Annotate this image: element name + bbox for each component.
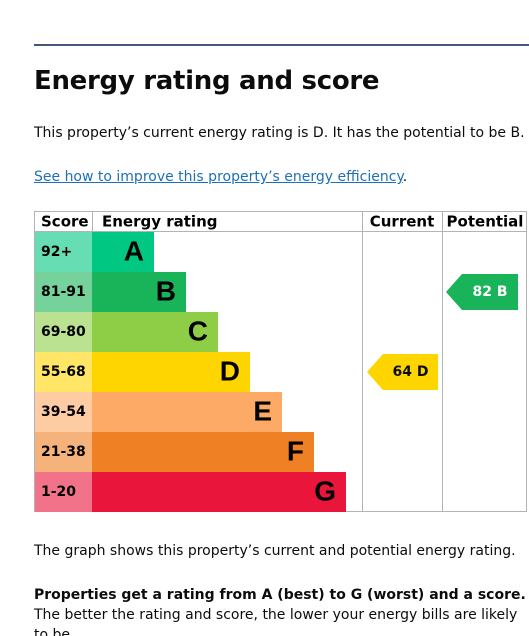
rating-bar <box>92 392 282 432</box>
intro: This property’s current energy rating is… <box>34 125 525 141</box>
potential-score: 82 <box>472 284 491 300</box>
rating-letter: C <box>188 315 208 346</box>
rating-letter: F <box>287 435 304 466</box>
score-cell <box>35 272 92 312</box>
current-arrow <box>367 354 438 390</box>
header: Energy rating <box>102 213 217 231</box>
note: Properties get a rating from A (best) to… <box>34 585 526 636</box>
current-label: 64 D <box>393 364 429 380</box>
score-cell <box>35 232 92 272</box>
score-label: 1-20 <box>41 484 76 500</box>
rating-bar <box>92 352 250 392</box>
title: Energy rating and score <box>34 66 380 96</box>
rating-letter: B <box>156 275 176 306</box>
score-cell <box>35 432 92 472</box>
improve-link[interactable]: See how to improve this property’s energ… <box>34 169 403 185</box>
score-cell <box>35 392 92 432</box>
score-cell <box>35 312 92 352</box>
current-score: 64 <box>393 364 413 380</box>
header: Score <box>41 213 89 231</box>
potential-label: 82 B <box>472 284 507 300</box>
rating-letter: E <box>253 395 272 426</box>
divider <box>34 44 529 46</box>
rating-bar <box>92 312 218 352</box>
potential-letter: B <box>497 284 508 300</box>
note-bold: Properties get a rating from A (best) to… <box>34 587 526 603</box>
rating-bar <box>92 232 154 272</box>
rating-letter: G <box>314 475 336 506</box>
header: Potential <box>447 213 524 231</box>
potential-arrow <box>446 274 518 310</box>
score-cell <box>35 352 92 392</box>
score-label: 81-91 <box>41 284 86 300</box>
current-letter: D <box>417 364 429 380</box>
rating-letter: A <box>124 235 144 266</box>
rating-table: Score Energy rating Current Potential 92… <box>34 211 527 512</box>
score-label: 55-68 <box>41 364 86 380</box>
rating-letter: D <box>220 355 240 386</box>
score-label: 21-38 <box>41 444 86 460</box>
score-cell <box>35 472 92 512</box>
score-label: 92+ <box>41 244 72 260</box>
rating-bar <box>92 272 186 312</box>
note-text: The better the rating and score, the low… <box>34 607 518 636</box>
link-suffix: . <box>402 169 408 185</box>
rating-bar <box>92 472 346 512</box>
score-label: 69-80 <box>41 324 86 340</box>
score-label: 39-54 <box>41 404 86 420</box>
header: Current <box>370 213 435 231</box>
link-line: See how to improve this property’s energ… <box>34 167 407 187</box>
rating-bar <box>92 432 314 472</box>
caption: The graph shows this property’s current … <box>34 543 516 559</box>
